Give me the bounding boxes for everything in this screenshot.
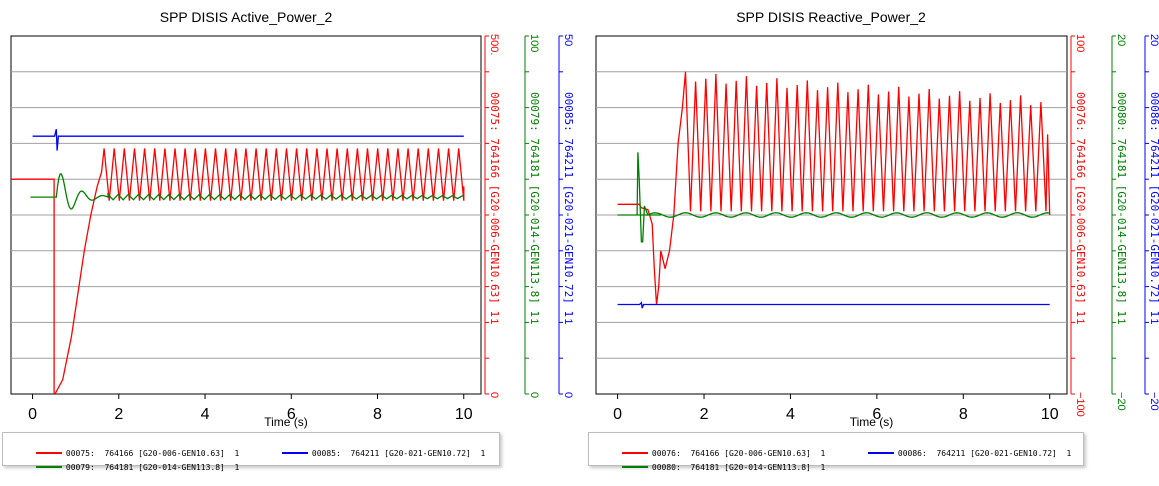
y-tick-label-bottom: −100 xyxy=(1074,392,1086,417)
legend-label: 00085: 764211 [G20-021-GEN10.72] 1 xyxy=(311,449,486,458)
series-line xyxy=(11,148,465,394)
legend-reactive-power: 00076: 764166 [G20-006-GEN10.63] 1 00080… xyxy=(588,432,1084,472)
legend-entry: 00075: 764166 [G20-006-GEN10.63] 1 xyxy=(7,436,239,458)
x-axis-label: Time (s) xyxy=(850,415,894,429)
chart-panel: SPP DISIS Reactive_Power_2 0 2 4 6 8 10 Time (s… xyxy=(595,9,1159,429)
y-tick-label-top: 100 xyxy=(528,34,540,52)
series-line xyxy=(32,128,464,151)
legend-entry: 00076: 764166 [G20-006-GEN10.63] 1 xyxy=(593,436,825,458)
chart-title: SPP DISIS Active_Power_2 xyxy=(160,9,333,25)
legend-entry: 00080: 764181 [G20-014-GEN113.8] 1 xyxy=(593,450,825,472)
series-line xyxy=(617,71,1051,305)
y-tick-label-top: 100 xyxy=(1074,34,1086,52)
y-tick-label-top: 20 xyxy=(1148,34,1159,46)
y-tick-label-one: 1 xyxy=(488,318,500,324)
legend-swatch-red xyxy=(35,451,62,454)
y-tick-label-top: 500. xyxy=(488,34,500,55)
x-tick-label: 4 xyxy=(786,406,795,423)
chart-title: SPP DISIS Reactive_Power_2 xyxy=(736,9,926,25)
legend-swatch-blue xyxy=(867,451,894,454)
x-tick-label: 2 xyxy=(114,406,123,423)
y-tick-label-bottom: 0 xyxy=(488,392,500,398)
legend-label: 00080: 764181 [G20-014-GEN113.8] 1 xyxy=(651,463,826,472)
x-tick-label: 8 xyxy=(373,406,382,423)
legend-entry: 00085: 764211 [G20-021-GEN10.72] 1 xyxy=(253,436,485,458)
legend-label: 00076: 764166 [G20-006-GEN10.63] 1 xyxy=(651,449,826,458)
y-tick-label-one: 1 xyxy=(562,318,574,324)
legend-label: 00086: 764211 [G20-021-GEN10.72] 1 xyxy=(897,449,1072,458)
x-tick-label: 0 xyxy=(28,406,37,423)
y-axis-label: 00076: 764166 [G20-006-GEN10.63] 1 xyxy=(1074,92,1087,317)
legend-swatch-red xyxy=(621,451,648,454)
x-tick-label: 4 xyxy=(201,406,210,423)
y-tick-label-bottom: 0 xyxy=(562,392,574,398)
y-tick-label-bottom: −20 xyxy=(1148,392,1159,411)
x-tick-label: 10 xyxy=(1041,406,1059,423)
legend-swatch-green xyxy=(35,465,62,468)
y-axis-label: 00085: 764211 [G20-021-GEN10.72] 1 xyxy=(562,92,575,317)
y-axis-label: 00086: 764211 [G20-021-GEN10.72] 1 xyxy=(1148,92,1159,317)
x-tick-label: 2 xyxy=(700,406,709,423)
y-axis-label: 00079: 764181 [G20-014-GEN113.8] 1 xyxy=(528,92,541,317)
x-tick-label: 6 xyxy=(287,406,296,423)
x-axis-label: Time (s) xyxy=(264,415,308,429)
legend-swatch-blue xyxy=(281,451,308,454)
y-axis-label: 00075: 764166 [G20-006-GEN10.63] 1 xyxy=(488,92,501,317)
x-tick-label: 0 xyxy=(613,406,622,423)
legend-swatch-green xyxy=(621,465,648,468)
chart-stage: SPP DISIS Active_Power_2 0 2 4 6 8 10 Time (s) 5… xyxy=(2,9,1159,472)
y-tick-label-top: 20 xyxy=(1115,34,1127,46)
legend-entry: 00079: 764181 [G20-014-GEN113.8] 1 xyxy=(7,450,239,472)
series-line xyxy=(617,301,1050,309)
series-line xyxy=(30,173,464,210)
legend-active-power: 00075: 764166 [G20-006-GEN10.63] 1 00079… xyxy=(2,432,500,472)
x-tick-label: 10 xyxy=(455,406,473,423)
legend-label: 00075: 764166 [G20-006-GEN10.63] 1 xyxy=(65,449,240,458)
y-tick-label-one: 1 xyxy=(528,318,540,324)
y-axis-label: 00080: 764181 [G20-014-GEN113.8] 1 xyxy=(1115,92,1128,317)
legend-label: 00079: 764181 [G20-014-GEN113.8] 1 xyxy=(65,463,240,472)
legend-entry: 00086: 764211 [G20-021-GEN10.72] 1 xyxy=(839,436,1071,458)
series-line xyxy=(617,152,1050,243)
x-tick-label: 8 xyxy=(959,406,968,423)
x-tick-label: 6 xyxy=(872,406,881,423)
y-tick-label-one: 1 xyxy=(1115,318,1127,324)
y-tick-label-bottom: −20 xyxy=(1115,392,1127,411)
y-tick-label-top: 50 xyxy=(562,34,574,46)
y-tick-label-one: 1 xyxy=(1074,318,1086,324)
y-tick-label-one: 1 xyxy=(1148,318,1159,324)
y-tick-label-bottom: 0 xyxy=(528,392,540,398)
